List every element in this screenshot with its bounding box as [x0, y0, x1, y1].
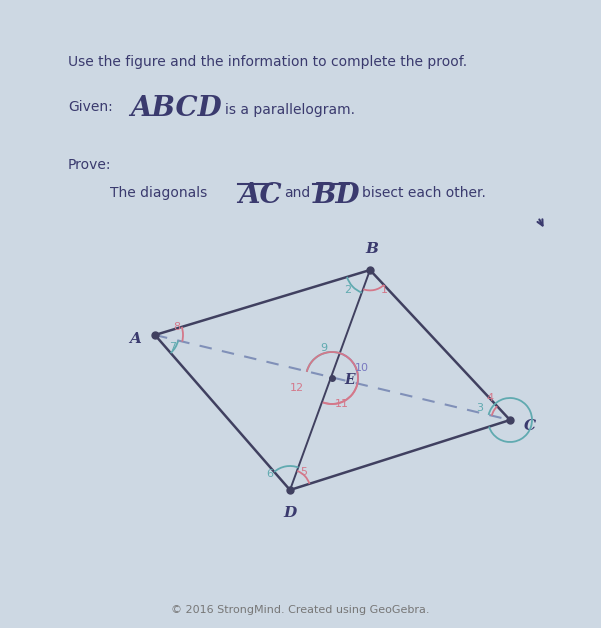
Text: D: D: [284, 506, 297, 520]
Text: is a parallelogram.: is a parallelogram.: [225, 103, 355, 117]
Text: AC: AC: [238, 182, 282, 209]
Text: 5: 5: [300, 467, 308, 477]
Text: B: B: [365, 242, 379, 256]
Text: Prove:: Prove:: [68, 158, 112, 172]
Text: A: A: [129, 332, 141, 346]
Text: and: and: [284, 186, 310, 200]
Text: Use the figure and the information to complete the proof.: Use the figure and the information to co…: [68, 55, 467, 69]
Text: BD: BD: [313, 182, 361, 209]
Text: ABCD: ABCD: [130, 95, 222, 122]
Text: 7: 7: [169, 342, 177, 352]
Text: E: E: [344, 373, 355, 387]
Text: C: C: [524, 419, 536, 433]
Text: 11: 11: [335, 399, 349, 409]
Text: The diagonals: The diagonals: [110, 186, 207, 200]
Text: 4: 4: [486, 393, 493, 403]
Text: 3: 3: [477, 403, 483, 413]
Text: 9: 9: [320, 343, 328, 353]
Text: 2: 2: [344, 285, 352, 295]
Text: 1: 1: [380, 285, 388, 295]
Text: 12: 12: [290, 383, 304, 393]
Text: 10: 10: [355, 363, 369, 373]
Text: bisect each other.: bisect each other.: [362, 186, 486, 200]
Text: 8: 8: [174, 322, 180, 332]
Text: © 2016 StrongMind. Created using GeoGebra.: © 2016 StrongMind. Created using GeoGebr…: [171, 605, 430, 615]
Text: Given:: Given:: [68, 100, 113, 114]
Text: 6: 6: [266, 469, 273, 479]
